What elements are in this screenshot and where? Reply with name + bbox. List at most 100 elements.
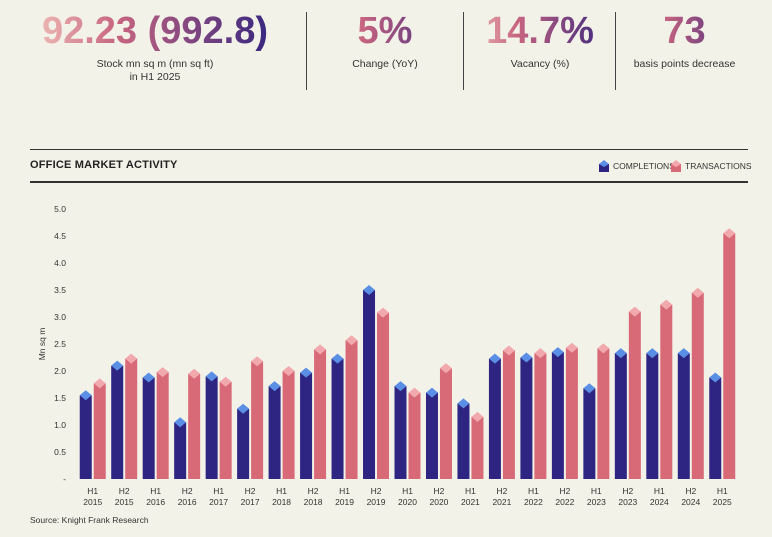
transactions-bar-cap bbox=[723, 228, 736, 239]
x-tick-label-half: H2 bbox=[308, 486, 319, 496]
completions-bar bbox=[79, 395, 92, 479]
transactions-bar-cap bbox=[188, 368, 201, 379]
legend-completions: COMPLETIONS bbox=[598, 160, 675, 172]
y-axis-label: Mn sq m bbox=[37, 328, 47, 361]
transactions-bar-cap bbox=[282, 366, 295, 376]
transactions-bar-cap bbox=[691, 287, 704, 298]
x-tick-label-half: H2 bbox=[371, 486, 382, 496]
x-tick-label-half: H1 bbox=[276, 486, 287, 496]
transactions-bar bbox=[628, 311, 641, 479]
transactions-bar-cap bbox=[408, 387, 421, 398]
y-tick-label: 1.5 bbox=[54, 393, 66, 403]
completions-bar bbox=[457, 403, 470, 479]
kpi-change: 5% Change (YoY) bbox=[310, 8, 460, 71]
kpi-divider bbox=[306, 12, 307, 90]
completions-bar-cap bbox=[142, 372, 155, 383]
x-tick-label-year: 2025 bbox=[713, 497, 732, 507]
completions-bar bbox=[142, 377, 155, 479]
y-tick-label: 2.5 bbox=[54, 339, 66, 349]
kpi-basis-points-value: 73 bbox=[617, 8, 752, 54]
transactions-bar-cap bbox=[502, 345, 515, 356]
x-tick-label-half: H2 bbox=[434, 486, 445, 496]
transactions-bar bbox=[314, 349, 327, 479]
completions-bar-cap bbox=[205, 371, 218, 382]
x-tick-label-half: H2 bbox=[559, 486, 570, 496]
transactions-bar-cap bbox=[156, 367, 169, 378]
x-tick-label-half: H1 bbox=[339, 486, 350, 496]
kpi-basis-points: 73 basis points decrease bbox=[617, 8, 752, 71]
completions-bar-cap bbox=[237, 403, 250, 414]
transactions-bar-cap bbox=[471, 411, 484, 422]
completions-bar-cap bbox=[583, 383, 596, 394]
x-tick-label-year: 2015 bbox=[83, 497, 102, 507]
x-tick-label-year: 2016 bbox=[178, 497, 197, 507]
completions-bar bbox=[520, 357, 533, 479]
x-tick-label-year: 2023 bbox=[587, 497, 606, 507]
x-tick-label-year: 2018 bbox=[272, 497, 291, 507]
completions-bar-cap bbox=[331, 353, 344, 364]
completions-bar-cap bbox=[488, 353, 501, 364]
completions-bar-cap bbox=[79, 390, 92, 401]
x-tick-label-year: 2024 bbox=[650, 497, 669, 507]
x-tick-label-year: 2020 bbox=[398, 497, 417, 507]
completions-bar bbox=[614, 353, 627, 479]
x-tick-label-half: H1 bbox=[213, 486, 224, 496]
x-tick-label-half: H2 bbox=[622, 486, 633, 496]
completions-bar-cap bbox=[677, 348, 690, 359]
kpi-stock-value: 92.23 (992.8) bbox=[30, 8, 280, 54]
y-tick-label: 0.5 bbox=[54, 447, 66, 457]
section-title: OFFICE MARKET ACTIVITY bbox=[30, 159, 178, 171]
transactions-bar-cap bbox=[628, 306, 641, 317]
x-tick-label-year: 2021 bbox=[492, 497, 511, 507]
transactions-swatch-icon bbox=[671, 160, 681, 172]
completions-bar bbox=[237, 408, 250, 479]
completions-bar-cap bbox=[551, 347, 564, 358]
completions-bar bbox=[488, 358, 501, 479]
x-tick-label-half: H1 bbox=[591, 486, 602, 496]
x-tick-label-year: 2017 bbox=[209, 497, 228, 507]
completions-bar bbox=[583, 388, 596, 479]
completions-bar bbox=[677, 353, 690, 479]
x-tick-label-half: H2 bbox=[245, 486, 256, 496]
x-tick-label-half: H1 bbox=[465, 486, 476, 496]
section-top-rule bbox=[30, 149, 748, 150]
kpi-stock: 92.23 (992.8) Stock mn sq m (mn sq ft) i… bbox=[30, 8, 280, 84]
transactions-bar bbox=[377, 312, 390, 479]
transactions-bar-cap bbox=[93, 378, 106, 389]
completions-bar bbox=[394, 386, 407, 479]
x-tick-label-half: H1 bbox=[150, 486, 161, 496]
x-tick-label-year: 2024 bbox=[681, 497, 700, 507]
completions-bar-cap bbox=[300, 367, 313, 378]
transactions-bar-cap bbox=[345, 335, 358, 346]
transactions-bar-cap bbox=[314, 344, 327, 355]
y-tick-label: 3.5 bbox=[54, 285, 66, 295]
y-tick-label: 4.0 bbox=[54, 258, 66, 268]
completions-bar bbox=[331, 358, 344, 479]
kpi-basis-points-label: basis points decrease bbox=[633, 58, 736, 70]
transactions-bar bbox=[534, 353, 547, 479]
transactions-bar bbox=[188, 373, 201, 479]
completions-bar-cap bbox=[394, 381, 407, 392]
transactions-bar bbox=[282, 371, 295, 479]
x-tick-label-year: 2022 bbox=[555, 497, 574, 507]
completions-bar-cap bbox=[425, 387, 438, 398]
transactions-bar-cap bbox=[251, 356, 264, 367]
x-tick-label-half: H2 bbox=[119, 486, 130, 496]
completions-bar bbox=[363, 290, 376, 479]
transactions-bar bbox=[471, 416, 484, 479]
completions-bar bbox=[268, 386, 281, 479]
transactions-bar-cap bbox=[377, 307, 390, 318]
kpi-divider bbox=[615, 12, 616, 90]
y-tick-label: 3.0 bbox=[54, 312, 66, 322]
completions-bar-cap bbox=[174, 417, 187, 428]
completions-swatch-icon bbox=[599, 160, 609, 172]
transactions-bar-cap bbox=[439, 363, 452, 374]
transactions-bar bbox=[251, 361, 264, 479]
x-tick-label-year: 2019 bbox=[335, 497, 354, 507]
completions-bar bbox=[111, 365, 124, 479]
x-tick-label-year: 2021 bbox=[461, 497, 480, 507]
legend-transactions: TRANSACTIONS bbox=[670, 160, 752, 172]
legend-completions-label: COMPLETIONS bbox=[613, 161, 675, 171]
completions-bar bbox=[300, 372, 313, 479]
completions-bar-cap bbox=[614, 348, 627, 359]
